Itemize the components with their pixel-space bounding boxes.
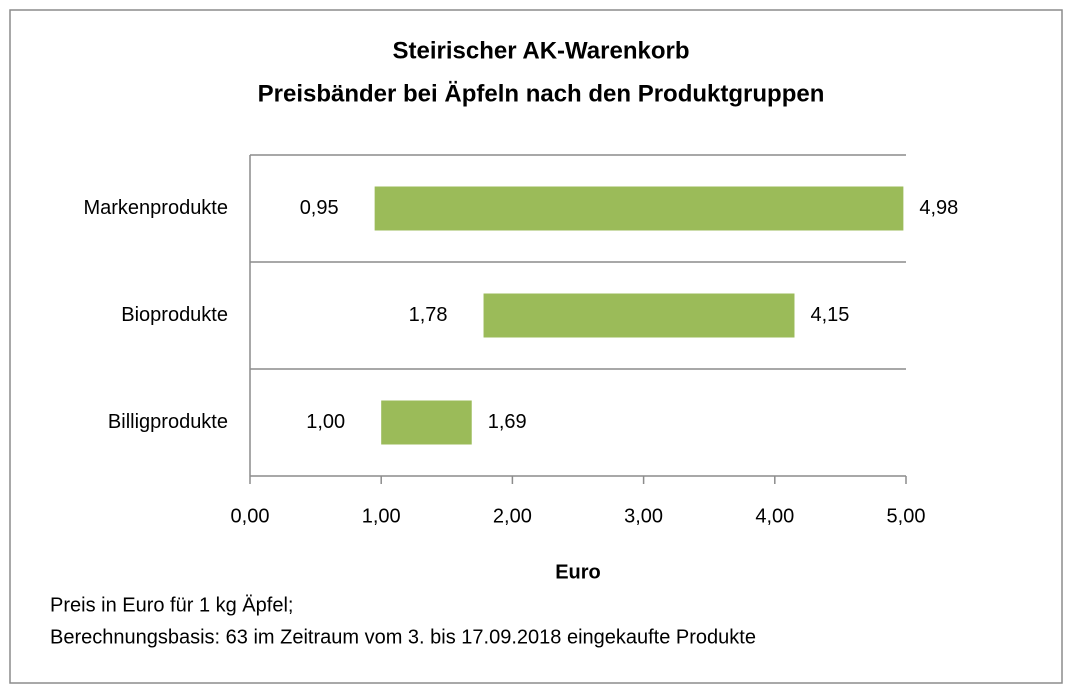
x-tick-label: 0,00 (231, 505, 270, 527)
data-label: 0,95 (300, 197, 339, 219)
frame (9, 9, 1063, 684)
note: Berechnungsbasis: 63 im Zeitraum vom 3. … (50, 626, 756, 648)
data-label: 1,78 (409, 304, 448, 326)
data-label: 1,00 (306, 411, 345, 433)
bar (483, 293, 795, 338)
x-tick-label: 4,00 (755, 505, 794, 527)
x-tick-label: 1,00 (362, 505, 401, 527)
note: Preis in Euro für 1 kg Äpfel; (50, 594, 293, 616)
x-axis-title: Euro (555, 561, 601, 583)
x-tick-label: 5,00 (887, 505, 926, 527)
chart-title: Steirischer AK-Warenkorb (393, 37, 690, 64)
data-label: 4,98 (919, 197, 958, 219)
x-tick-label: 2,00 (493, 505, 532, 527)
data-label: 4,15 (810, 304, 849, 326)
chart-subtitle: Preisbänder bei Äpfeln nach den Produktg… (258, 80, 825, 107)
y-tick-label: Bioprodukte (121, 304, 228, 326)
bar (381, 400, 472, 445)
x-tick-label: 3,00 (624, 505, 663, 527)
y-tick-label: Markenprodukte (83, 197, 228, 219)
data-label: 1,69 (488, 411, 527, 433)
y-tick-label: Billigprodukte (108, 411, 228, 433)
bar (374, 186, 904, 231)
